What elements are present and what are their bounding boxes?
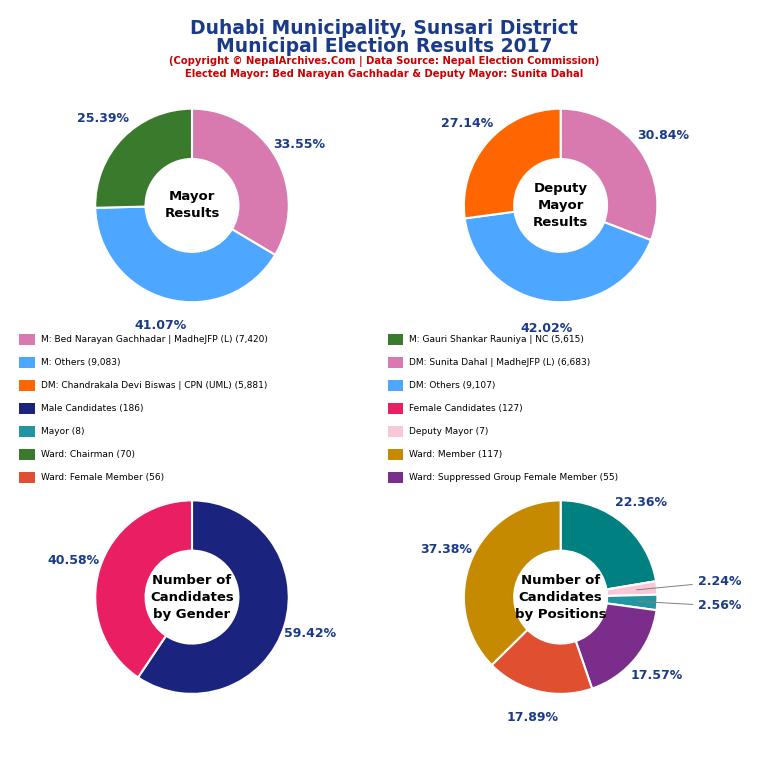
Text: (Copyright © NepalArchives.Com | Data Source: Nepal Election Commission): (Copyright © NepalArchives.Com | Data So… [169,56,599,67]
Text: Deputy
Mayor
Results: Deputy Mayor Results [533,182,588,229]
Wedge shape [561,501,656,590]
Text: M: Gauri Shankar Rauniya | NC (5,615): M: Gauri Shankar Rauniya | NC (5,615) [409,335,584,344]
Wedge shape [464,501,561,665]
Text: 2.56%: 2.56% [637,600,742,612]
Text: 17.89%: 17.89% [506,711,558,724]
Wedge shape [607,594,657,611]
Text: M: Others (9,083): M: Others (9,083) [41,358,121,367]
Text: 40.58%: 40.58% [48,554,100,568]
Text: M: Bed Narayan Gachhadar | MadheJFP (L) (7,420): M: Bed Narayan Gachhadar | MadheJFP (L) … [41,335,267,344]
Text: Number of
Candidates
by Positions: Number of Candidates by Positions [515,574,607,621]
Wedge shape [95,207,275,302]
Wedge shape [95,501,192,677]
Text: Male Candidates (186): Male Candidates (186) [41,404,143,413]
Text: DM: Others (9,107): DM: Others (9,107) [409,381,495,390]
Text: Municipal Election Results 2017: Municipal Election Results 2017 [216,37,552,56]
Wedge shape [95,108,192,208]
Wedge shape [492,630,592,694]
Text: Number of
Candidates
by Gender: Number of Candidates by Gender [150,574,234,621]
Text: 17.57%: 17.57% [631,669,683,682]
Text: Female Candidates (127): Female Candidates (127) [409,404,523,413]
Text: DM: Chandrakala Devi Biswas | CPN (UML) (5,881): DM: Chandrakala Devi Biswas | CPN (UML) … [41,381,267,390]
Wedge shape [576,604,657,689]
Wedge shape [138,501,289,694]
Text: 59.42%: 59.42% [284,627,336,640]
Text: Ward: Suppressed Group Female Member (55): Ward: Suppressed Group Female Member (55… [409,473,618,482]
Text: Mayor
Results: Mayor Results [164,190,220,220]
Text: 25.39%: 25.39% [78,112,129,125]
Text: Duhabi Municipality, Sunsari District: Duhabi Municipality, Sunsari District [190,19,578,38]
Wedge shape [465,212,651,302]
Text: Deputy Mayor (7): Deputy Mayor (7) [409,427,488,436]
Text: 22.36%: 22.36% [614,496,667,509]
Wedge shape [192,109,289,255]
Text: 41.07%: 41.07% [134,319,187,332]
Wedge shape [607,581,657,596]
Text: Ward: Member (117): Ward: Member (117) [409,450,502,459]
Wedge shape [561,109,657,240]
Text: 2.24%: 2.24% [637,575,741,590]
Text: 30.84%: 30.84% [637,129,689,142]
Text: Mayor (8): Mayor (8) [41,427,84,436]
Text: Ward: Chairman (70): Ward: Chairman (70) [41,450,134,459]
Text: 33.55%: 33.55% [273,137,326,151]
Text: 42.02%: 42.02% [520,322,572,335]
Wedge shape [464,109,561,218]
Text: DM: Sunita Dahal | MadheJFP (L) (6,683): DM: Sunita Dahal | MadheJFP (L) (6,683) [409,358,591,367]
Text: 27.14%: 27.14% [442,118,494,131]
Text: Elected Mayor: Bed Narayan Gachhadar & Deputy Mayor: Sunita Dahal: Elected Mayor: Bed Narayan Gachhadar & D… [185,69,583,79]
Text: Ward: Female Member (56): Ward: Female Member (56) [41,473,164,482]
Text: 37.38%: 37.38% [420,543,472,556]
